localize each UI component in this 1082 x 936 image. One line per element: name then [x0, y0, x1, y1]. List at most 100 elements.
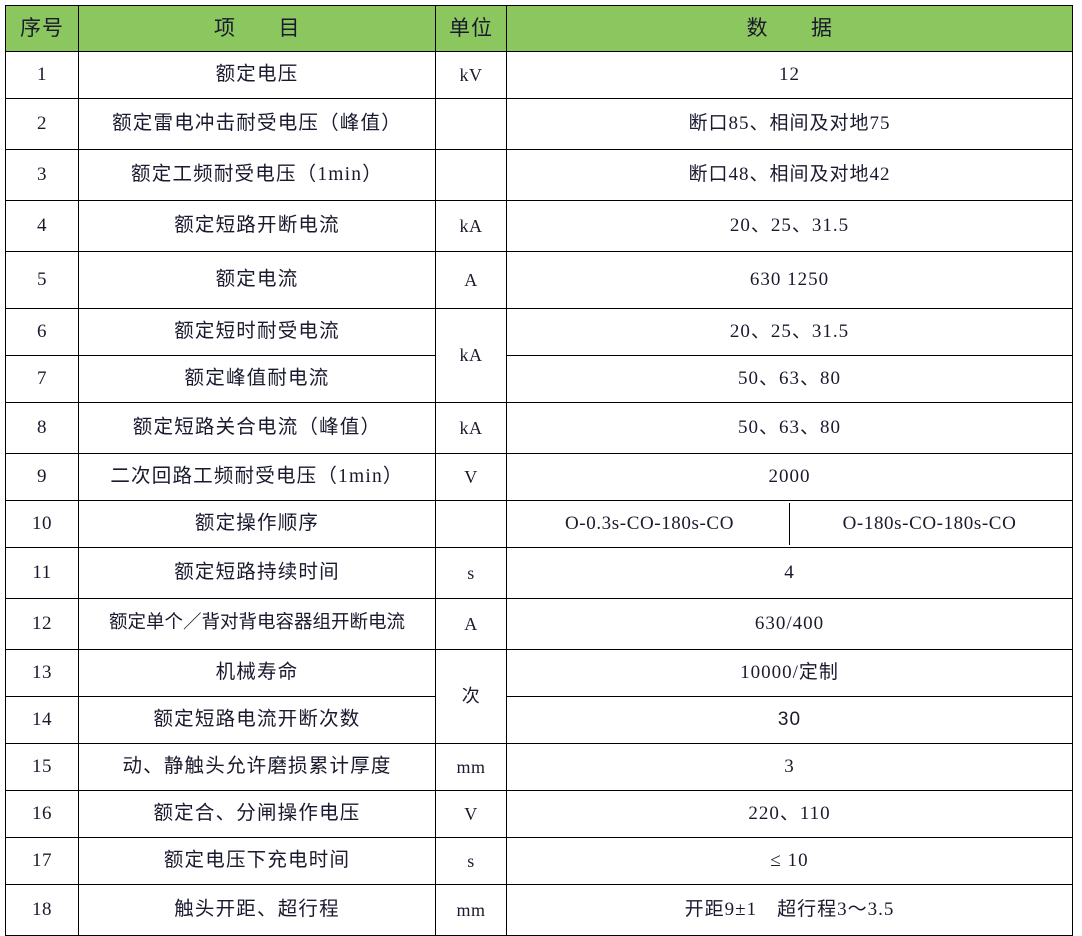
row-data: 50、63、80 [506, 402, 1073, 454]
row-unit-merged: kA [435, 308, 507, 403]
table-row: 15 动、静触头允许磨损累计厚度 mm 3 [5, 743, 1073, 791]
table-header: 序号 项 目 单位 数 据 [5, 5, 1073, 52]
row-unit-merged: 次 [435, 649, 507, 744]
table-row: 5 额定电流 A 630 1250 [5, 251, 1073, 309]
row-unit [435, 500, 507, 548]
row-number: 16 [5, 790, 79, 838]
row-number: 13 [5, 649, 79, 697]
row-number: 14 [5, 696, 79, 744]
row-unit: V [435, 790, 507, 838]
row-data: 630/400 [506, 598, 1073, 650]
column-header-unit: 单位 [435, 5, 507, 52]
row-number: 8 [5, 402, 79, 454]
header-row: 序号 项 目 单位 数 据 [5, 5, 1073, 52]
row-unit [435, 98, 507, 150]
row-number: 15 [5, 743, 79, 791]
row-unit: kA [435, 200, 507, 252]
row-item: 机械寿命 [78, 649, 436, 697]
row-unit: A [435, 251, 507, 309]
row-item: 额定雷电冲击耐受电压（峰值） [78, 98, 436, 150]
table-row: 17 额定电压下充电时间 s ≤ 10 [5, 837, 1073, 885]
row-data: 20、25、31.5 [506, 308, 1073, 356]
row-data: ≤ 10 [506, 837, 1073, 885]
row-number: 7 [5, 355, 79, 403]
table-row: 9 二次回路工频耐受电压（1min） V 2000 [5, 453, 1073, 501]
row-item: 额定峰值耐电流 [78, 355, 436, 403]
row-item: 额定短路持续时间 [78, 547, 436, 599]
row-data: 2000 [506, 453, 1073, 501]
operating-sequence-left: O-0.3s-CO-180s-CO [564, 513, 735, 535]
operating-sequence-right: O-180s-CO-180s-CO [789, 503, 1069, 545]
row-item: 额定操作顺序 [78, 500, 436, 548]
row-item: 动、静触头允许磨损累计厚度 [78, 743, 436, 791]
row-unit: kA [435, 402, 507, 454]
row-data: 50、63、80 [506, 355, 1073, 403]
row-number: 10 [5, 500, 79, 548]
row-data: 630 1250 [506, 251, 1073, 309]
table-row: 6 额定短时耐受电流 kA 20、25、31.5 [5, 308, 1073, 403]
table-row: 7 额定峰值耐电流 50、63、80 [5, 355, 1073, 403]
row-data: 20、25、31.5 [506, 200, 1073, 252]
operating-sequence-subtable: O-0.3s-CO-180s-CO O-180s-CO-180s-CO [510, 503, 1069, 545]
table-row: 4 额定短路开断电流 kA 20、25、31.5 [5, 200, 1073, 252]
row-unit: s [435, 547, 507, 599]
table-row: 2 额定雷电冲击耐受电压（峰值） 断口85、相间及对地75 [5, 98, 1073, 150]
row-data: 12 [506, 51, 1073, 99]
row-data: 4 [506, 547, 1073, 599]
row-number: 6 [5, 308, 79, 356]
row-data: 220、110 [506, 790, 1073, 838]
row-data: 10000/定制 [506, 649, 1073, 697]
table-row: 8 额定短路关合电流（峰值） kA 50、63、80 [5, 402, 1073, 454]
table-row: 18 触头开距、超行程 mm 开距9±1 超行程3～3.5 [5, 884, 1073, 936]
row-number: 5 [5, 251, 79, 309]
row-item: 额定电压 [78, 51, 436, 99]
row-item: 额定合、分闸操作电压 [78, 790, 436, 838]
row-unit: kV [435, 51, 507, 99]
row-number: 12 [5, 598, 79, 650]
technical-specification-table: 序号 项 目 单位 数 据 1 额定电压 kV 12 2 额定雷电冲击耐受电压（… [5, 5, 1073, 936]
column-header-item: 项 目 [78, 5, 436, 52]
row-data: 开距9±1 超行程3～3.5 [506, 884, 1073, 936]
row-unit [435, 149, 507, 201]
row-number: 11 [5, 547, 79, 599]
row-item: 额定电压下充电时间 [78, 837, 436, 885]
row-number: 17 [5, 837, 79, 885]
table-row: 1 额定电压 kV 12 [5, 51, 1073, 99]
row-unit: V [435, 453, 507, 501]
row-unit: mm [435, 743, 507, 791]
row-number: 9 [5, 453, 79, 501]
row-unit: A [435, 598, 507, 650]
row-data-split: O-0.3s-CO-180s-CO O-180s-CO-180s-CO [506, 500, 1073, 548]
row-item: 额定单个／背对背电容器组开断电流 [78, 598, 436, 650]
row-unit: s [435, 837, 507, 885]
column-header-no: 序号 [5, 5, 79, 52]
row-number: 1 [5, 51, 79, 99]
row-item: 二次回路工频耐受电压（1min） [78, 453, 436, 501]
table-row: 14 额定短路电流开断次数 30 [5, 696, 1073, 744]
table-row: 10 额定操作顺序 O-0.3s-CO-180s-CO O-180s-CO-18… [5, 500, 1073, 548]
column-header-data: 数 据 [506, 5, 1073, 52]
row-number: 4 [5, 200, 79, 252]
row-data: 30 [506, 696, 1073, 744]
row-item: 额定短路电流开断次数 [78, 696, 436, 744]
table-row: 12 额定单个／背对背电容器组开断电流 A 630/400 [5, 598, 1073, 650]
row-number: 3 [5, 149, 79, 201]
row-number: 18 [5, 884, 79, 936]
row-data: 3 [506, 743, 1073, 791]
table-row: 13 机械寿命 次 10000/定制 [5, 649, 1073, 744]
table-row: 16 额定合、分闸操作电压 V 220、110 [5, 790, 1073, 838]
row-unit: mm [435, 884, 507, 936]
table-body: 1 额定电压 kV 12 2 额定雷电冲击耐受电压（峰值） 断口85、相间及对地… [5, 51, 1073, 936]
row-item: 额定工频耐受电压（1min） [78, 149, 436, 201]
table-row: 3 额定工频耐受电压（1min） 断口48、相间及对地42 [5, 149, 1073, 201]
table-row: 11 额定短路持续时间 s 4 [5, 547, 1073, 599]
row-item: 额定短路开断电流 [78, 200, 436, 252]
row-data: 断口48、相间及对地42 [506, 149, 1073, 201]
row-number: 2 [5, 98, 79, 150]
row-data: 断口85、相间及对地75 [506, 98, 1073, 150]
row-item: 触头开距、超行程 [78, 884, 436, 936]
row-item: 额定短时耐受电流 [78, 308, 436, 356]
row-item: 额定电流 [78, 251, 436, 309]
row-item: 额定短路关合电流（峰值） [78, 402, 436, 454]
